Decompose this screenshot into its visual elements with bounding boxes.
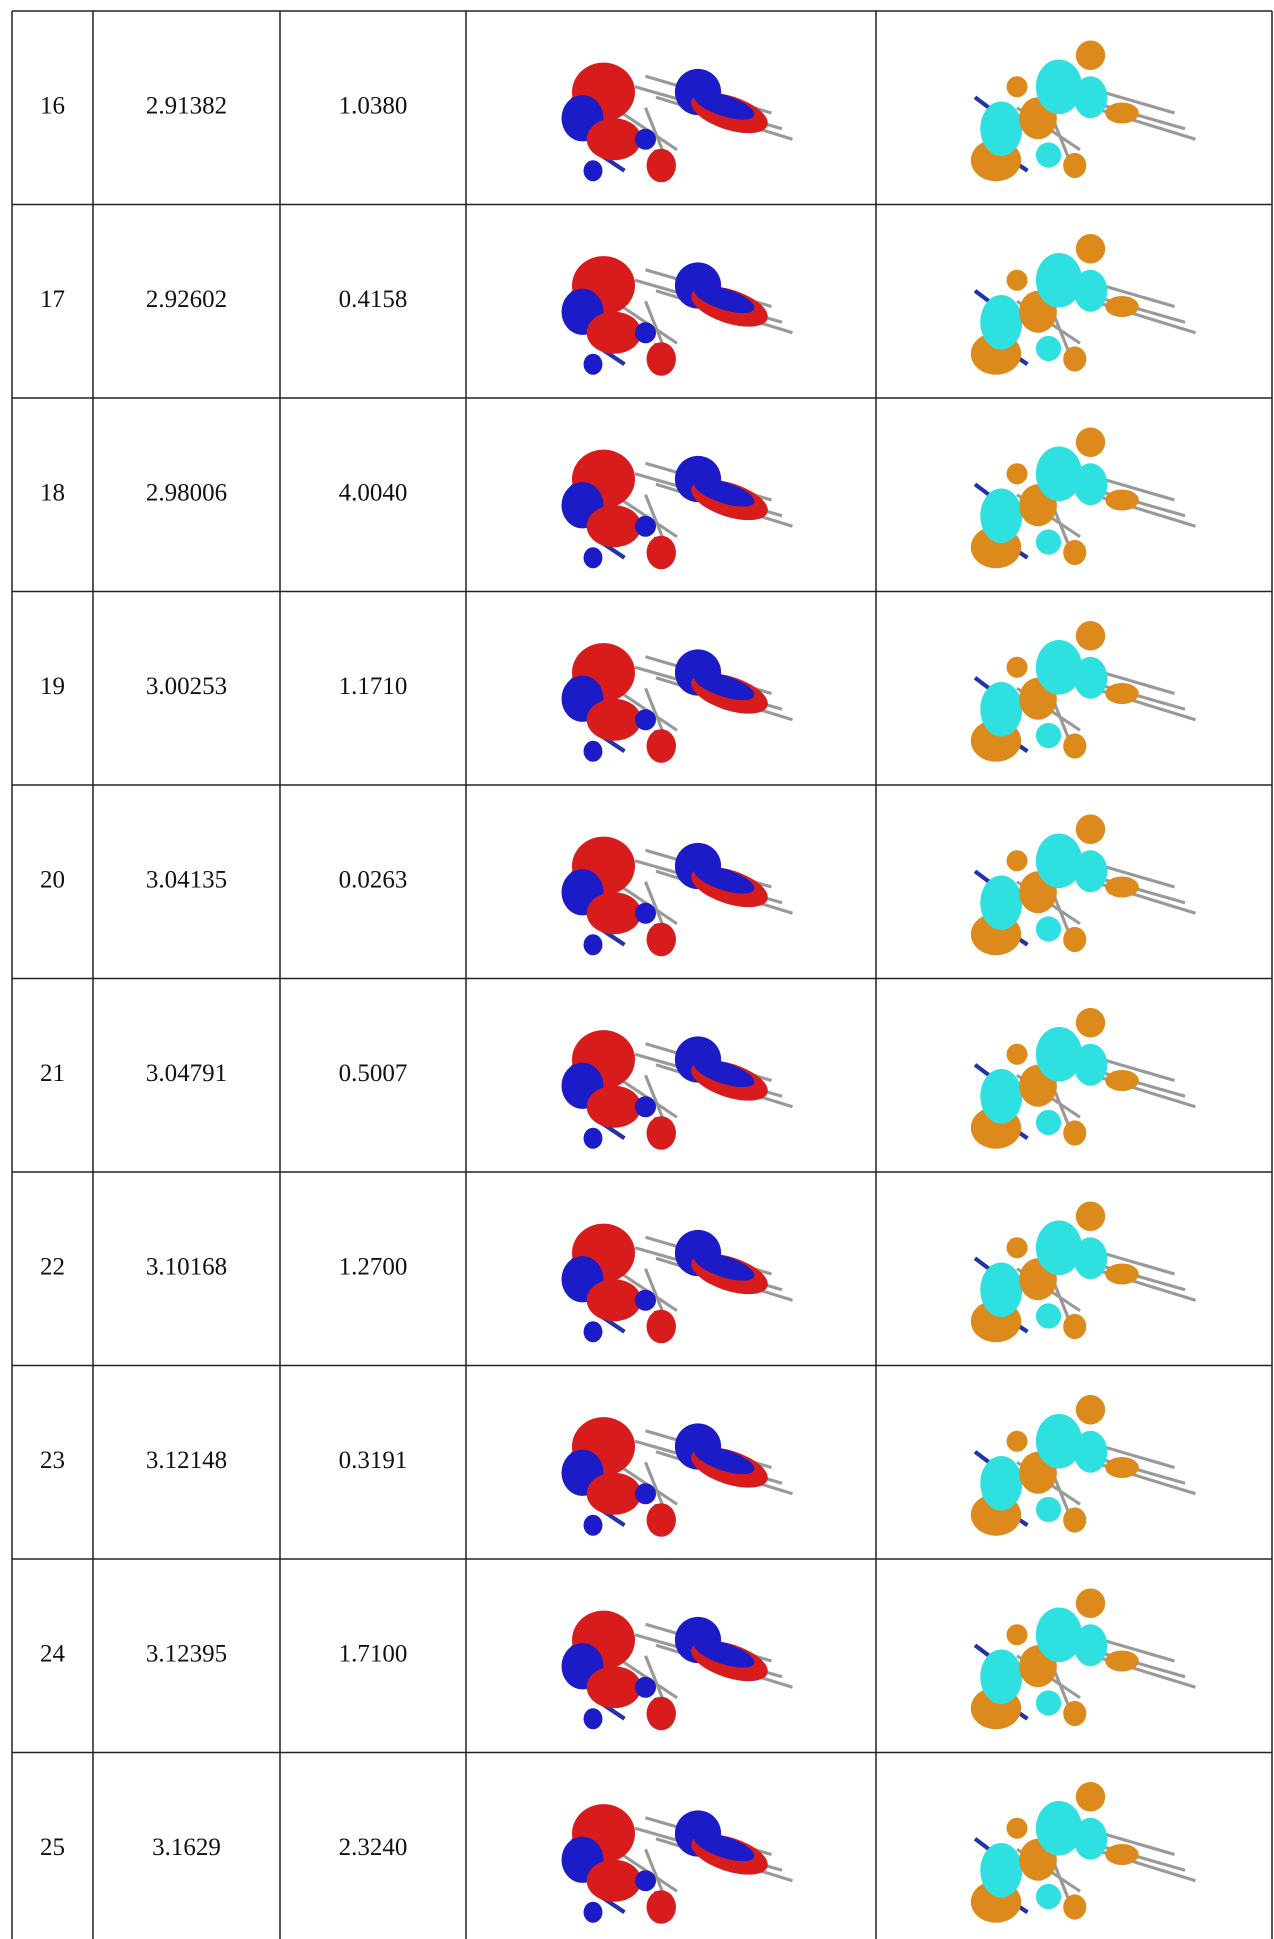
cell-text: 4.0040 xyxy=(339,479,408,506)
cell-text: 23 xyxy=(40,1447,65,1474)
cell-text: 25 xyxy=(40,1834,65,1861)
orbital-image xyxy=(562,1417,793,1537)
cell-text: 3.12395 xyxy=(146,1640,227,1667)
orbital-image xyxy=(971,1782,1196,1923)
orbital-image xyxy=(562,450,793,570)
cell-text: 17 xyxy=(40,286,65,313)
cell-text: 0.4158 xyxy=(339,286,408,313)
cell-text: 2.3240 xyxy=(339,1834,408,1861)
orbital-image xyxy=(971,1395,1196,1536)
cell-text: 2.92602 xyxy=(146,286,227,313)
orbital-image xyxy=(971,1008,1196,1149)
cell-text: 16 xyxy=(40,92,65,119)
cell-text: 1.1710 xyxy=(339,673,408,700)
orbital-image xyxy=(971,234,1196,375)
orbital-image xyxy=(971,428,1196,569)
cell-text: 0.0263 xyxy=(339,866,408,893)
cell-text: 3.12148 xyxy=(146,1447,227,1474)
orbital-image xyxy=(562,1804,793,1924)
orbital-image xyxy=(971,815,1196,956)
cell-text: 0.5007 xyxy=(339,1060,408,1087)
cell-text: 21 xyxy=(40,1060,65,1087)
cell-text: 18 xyxy=(40,479,65,506)
cell-text: 0.3191 xyxy=(339,1447,408,1474)
cell-text: 19 xyxy=(40,673,65,700)
cell-text: 24 xyxy=(40,1640,66,1667)
orbital-image xyxy=(562,256,793,376)
orbital-image xyxy=(562,643,793,763)
cell-text: 2.98006 xyxy=(146,479,227,506)
orbital-image xyxy=(562,63,793,183)
cell-text: 22 xyxy=(40,1253,65,1280)
cell-text: 1.0380 xyxy=(339,92,408,119)
orbital-image xyxy=(562,1030,793,1150)
cell-text: 3.10168 xyxy=(146,1253,227,1280)
orbital-image xyxy=(971,1589,1196,1730)
cell-text: 3.04791 xyxy=(146,1060,227,1087)
cell-text: 1.7100 xyxy=(339,1640,408,1667)
orbital-image xyxy=(971,621,1196,762)
orbital-image xyxy=(562,1224,793,1344)
orbital-image xyxy=(971,41,1196,182)
orbital-image xyxy=(562,837,793,957)
cell-text: 1.2700 xyxy=(339,1253,408,1280)
orbital-image xyxy=(971,1202,1196,1343)
cell-text: 3.04135 xyxy=(146,866,227,893)
cell-text: 3.00253 xyxy=(146,673,227,700)
cell-text: 20 xyxy=(40,866,65,893)
cell-text: 2.91382 xyxy=(146,92,227,119)
orbital-image xyxy=(562,1611,793,1731)
cell-text: 3.1629 xyxy=(152,1834,221,1861)
